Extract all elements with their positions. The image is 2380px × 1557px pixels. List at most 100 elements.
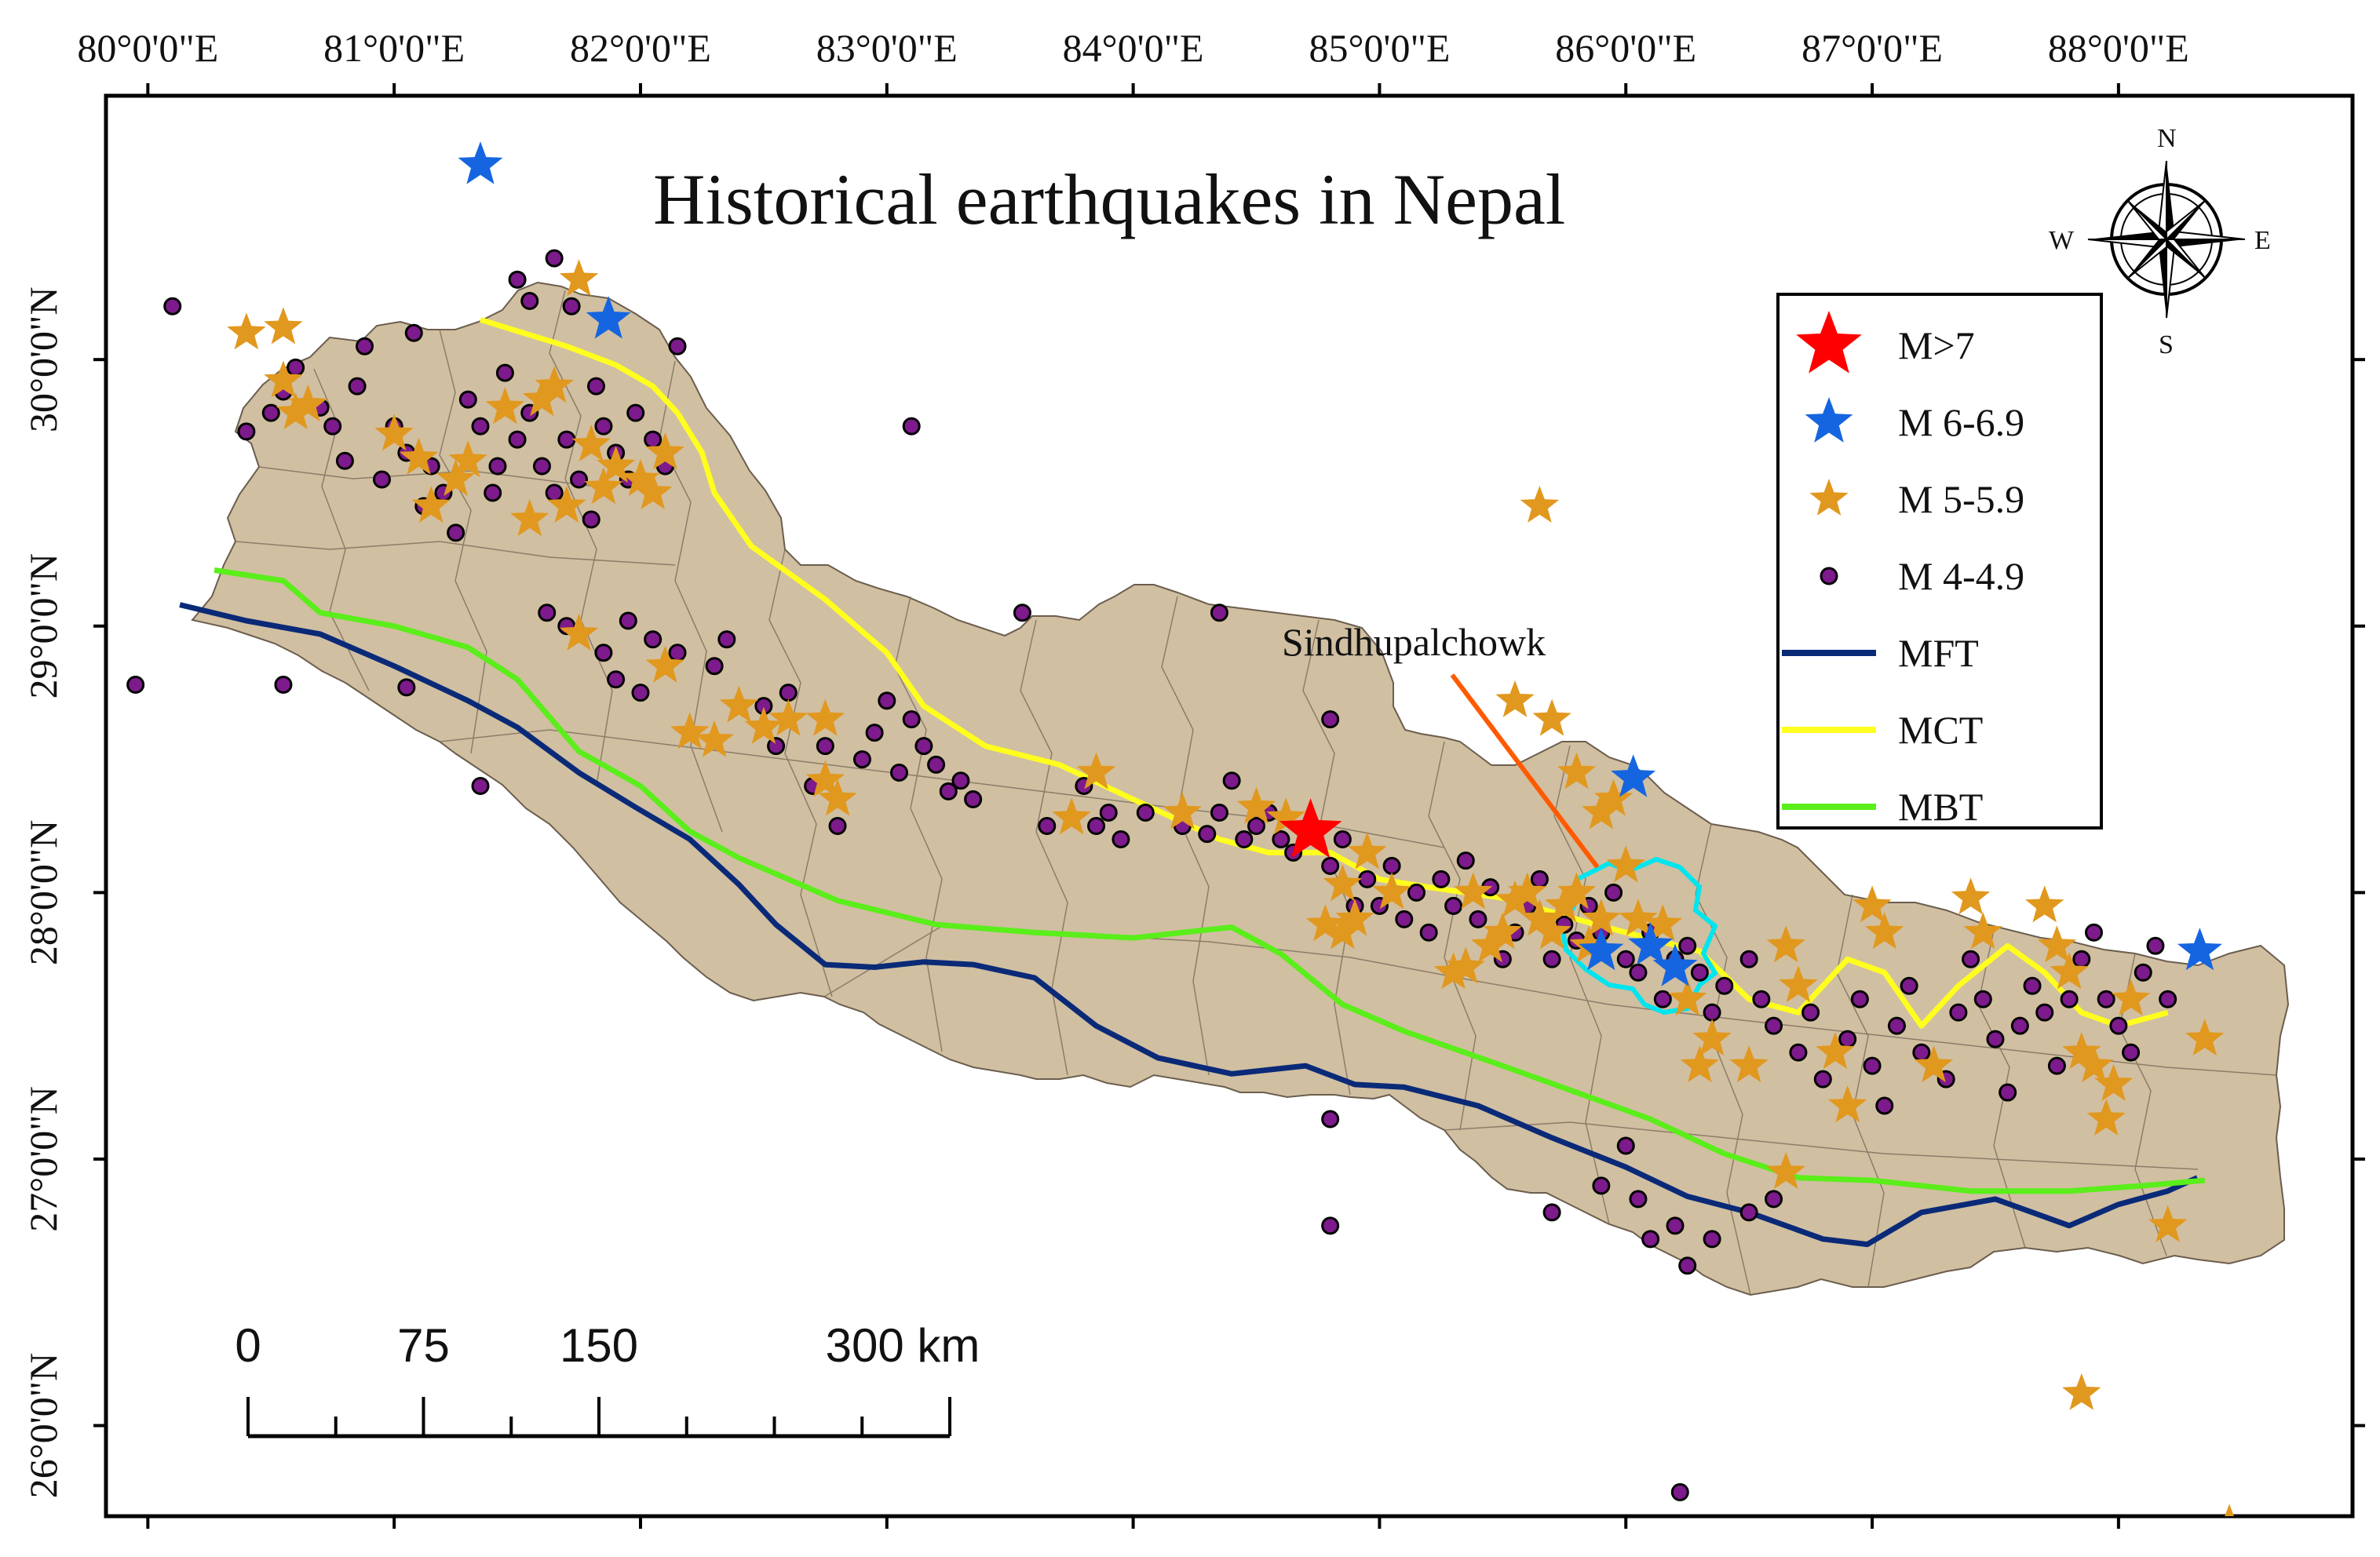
m4-event-dot	[1469, 910, 1488, 928]
m5-event-star	[1483, 912, 1523, 950]
compass-star-icon	[2087, 160, 2246, 319]
m5-event-star	[1372, 872, 1411, 910]
m4-event-dot	[1666, 1216, 1685, 1235]
m4-event-dot	[1112, 830, 1130, 848]
latitude-labels: 30°0'0"N 29°0'0"N 28°0'0"N 27°0'0"N 26°0'0"N	[21, 286, 65, 1498]
m4-event-dot	[582, 510, 600, 529]
m4-event-dot	[902, 710, 921, 729]
m4-event-dot	[1222, 771, 1241, 790]
m5-event-star	[1914, 1045, 1954, 1083]
m4-event-dot	[356, 337, 374, 356]
m4-event-dot	[1419, 923, 1438, 942]
m5-event-star	[633, 472, 673, 509]
m4-event-dot	[1641, 1230, 1660, 1249]
m5-event-star	[670, 712, 710, 749]
m4-event-dot	[1999, 1083, 2017, 1102]
m4-event-dot	[1013, 603, 1031, 622]
m4-event-dot	[1752, 990, 1771, 1008]
legend-star-icon	[1805, 397, 1853, 443]
m4-event-dot	[1247, 816, 1266, 835]
m4-event-dot	[1210, 603, 1228, 622]
m4-event-dot	[562, 297, 581, 315]
m5-event-star	[2050, 952, 2089, 990]
sindhupalchowk-district-outline	[1559, 856, 1718, 1016]
m5-event-star	[645, 645, 685, 683]
m4-event-dot	[1444, 896, 1463, 915]
m4-event-dot	[1038, 816, 1057, 835]
legend-box	[1776, 293, 2103, 830]
m4-event-dot	[1321, 1110, 1340, 1129]
m4-event-dot	[2084, 923, 2103, 942]
m4-event-dot	[1838, 1030, 1857, 1048]
m5-event-star	[559, 259, 599, 297]
m5-event-star	[276, 392, 316, 430]
m4-event-dot	[1653, 990, 1672, 1008]
callout-line	[1450, 673, 1600, 869]
m4-event-dot	[1801, 1003, 1820, 1022]
m5-event-star	[547, 486, 586, 523]
m5-event-star	[436, 459, 476, 496]
m4-event-dot	[1272, 830, 1290, 848]
map-frame	[104, 93, 2355, 1519]
lon-label: 81°0'0"E	[323, 26, 465, 70]
m5-event-star	[2093, 1063, 2134, 1101]
m5-event-star	[1495, 880, 1535, 917]
fault-line-mct	[479, 316, 2169, 1029]
m4-event-dot	[1739, 950, 1758, 968]
m5-event-star	[1619, 899, 1658, 936]
m4-event-dot	[348, 377, 367, 396]
m4-event-dot	[397, 678, 416, 697]
m5-event-star	[719, 685, 759, 723]
m4-event-dot	[1670, 1482, 1689, 1501]
m4-event-dot	[404, 323, 423, 342]
m5-event-star	[1508, 872, 1547, 910]
m5-event-star	[805, 698, 845, 736]
nepal-landmass	[191, 281, 2290, 1296]
lon-label: 83°0'0"E	[816, 26, 958, 70]
m4-event-dot	[1739, 1203, 1758, 1222]
m5-event-star	[1668, 979, 1707, 1016]
m5-event-star	[2185, 1019, 2225, 1056]
m5-event-star	[399, 437, 439, 475]
lat-label: 30°0'0"N	[21, 286, 65, 432]
m4-event-dot	[1592, 1176, 1611, 1195]
scale-label: 150	[560, 1319, 638, 1372]
m5-event-star	[645, 432, 685, 470]
m4-event-dot	[1432, 870, 1451, 888]
m5-event-star	[288, 384, 328, 421]
m4-event-dot	[1962, 950, 1980, 968]
m5-event-star	[1266, 797, 1305, 835]
m5-event-star	[571, 424, 611, 461]
m5-event-star	[2225, 1504, 2234, 1516]
m4-event-dot	[1765, 1190, 1783, 1209]
m4-event-dot	[2072, 950, 2091, 968]
m4-event-dot	[586, 377, 605, 396]
m4-event-dot	[631, 684, 650, 702]
scale-label: 0	[235, 1319, 261, 1372]
m5-event-star	[1828, 1085, 1867, 1123]
m5-event-star	[227, 312, 266, 350]
m4-event-dot	[335, 451, 354, 470]
m4-event-dot	[2134, 963, 2152, 982]
m4-event-dot	[668, 644, 687, 662]
m4-event-dot	[532, 457, 551, 476]
m4-event-dot	[1099, 803, 1118, 822]
m5-event-star	[1052, 797, 1091, 835]
legend-label: MFT	[1898, 631, 1979, 675]
m5-event-star	[1532, 698, 1571, 736]
m5-event-star	[1853, 885, 1892, 923]
m5-event-star	[1335, 899, 1374, 936]
m4-event-dot	[1198, 825, 1217, 844]
m4-event-dot	[1949, 1003, 1968, 1022]
m4-event-dot	[1863, 1056, 1882, 1075]
lon-label: 85°0'0"E	[1309, 26, 1450, 70]
m6-event-star	[586, 296, 631, 339]
m5-event-star	[768, 698, 808, 736]
m5-event-star	[1779, 965, 1818, 1003]
m4-event-dot	[1235, 830, 1254, 848]
m4-event-dot	[1616, 1136, 1635, 1155]
m5-event-star	[1557, 752, 1597, 789]
m4-event-dot	[1321, 1216, 1340, 1235]
scale-label: 75	[397, 1319, 450, 1372]
m4-event-dot	[1678, 936, 1697, 955]
